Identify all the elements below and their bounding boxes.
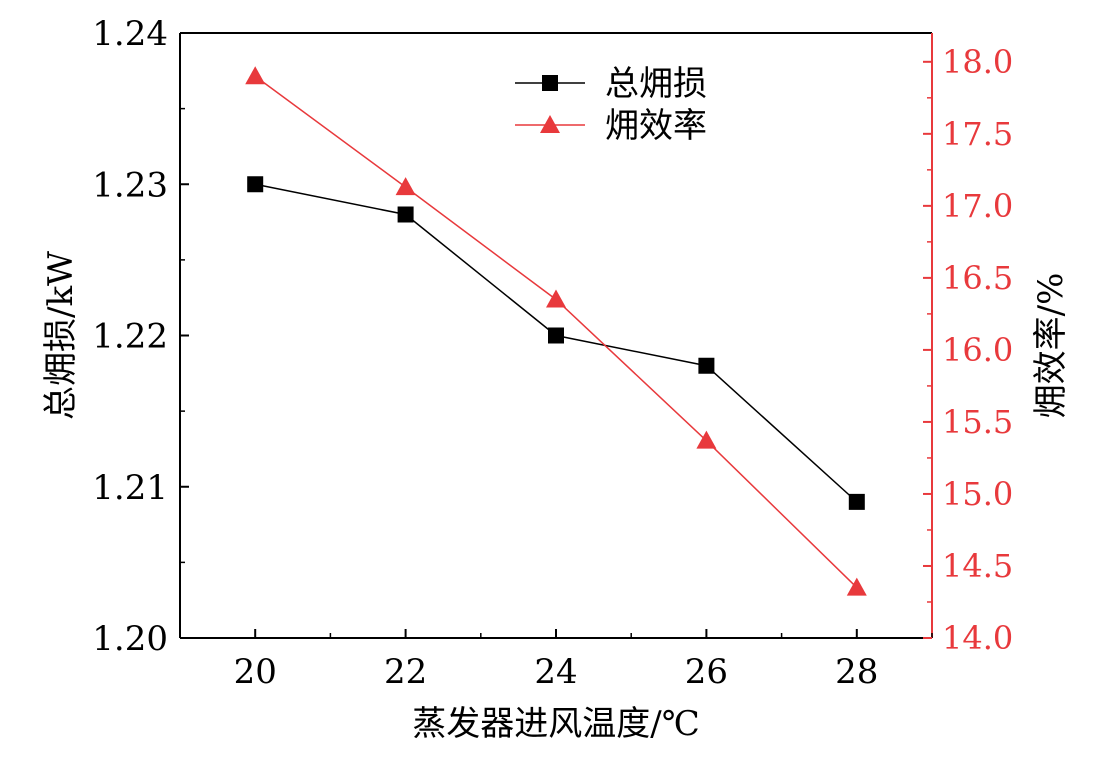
data-point-square: [848, 493, 865, 510]
x-tick-label: 22: [384, 652, 427, 692]
legend-label-2: 㶲效率: [605, 106, 707, 146]
data-point-square: [247, 176, 264, 193]
x-tick-label: 28: [835, 652, 878, 692]
data-point-triangle: [245, 66, 266, 85]
y-tick-label: 1.21: [92, 468, 168, 508]
x-axis-title: 蒸发器进风温度/℃: [412, 704, 700, 744]
y2-axis-title: 㶲效率/%: [1031, 273, 1071, 419]
y-tick-label: 1.20: [92, 619, 168, 659]
data-point-triangle: [846, 577, 867, 596]
legend-marker-triangle: [540, 115, 560, 133]
y2-tick-label: 15.5: [942, 403, 1013, 441]
data-point-square: [698, 357, 715, 374]
data-point-square: [397, 206, 414, 223]
y-tick-label: 1.24: [92, 14, 168, 54]
y2-tick-label: 14.5: [942, 547, 1013, 585]
y2-tick-label: 14.0: [942, 619, 1013, 657]
series-layer: [245, 66, 867, 596]
x-tick-label: 26: [685, 652, 728, 692]
y2-tick-label: 17.5: [942, 115, 1013, 153]
data-point-triangle: [696, 430, 717, 449]
y-tick-label: 1.22: [92, 317, 168, 357]
y-tick-label: 1.23: [92, 165, 168, 205]
y2-tick-label: 16.0: [942, 331, 1013, 369]
y2-tick-label: 16.5: [942, 259, 1013, 297]
data-point-triangle: [546, 289, 566, 308]
data-point-triangle: [395, 177, 416, 196]
y2-tick-label: 18.0: [942, 43, 1013, 81]
x-tick-label: 24: [534, 652, 577, 692]
axes-layer: 1.20 1.21 1.22 1.23 1.24 20 22 24 26 28 14.0 14.5 15…: [92, 14, 1013, 692]
y-axis-title: 总㶲损/kW: [41, 251, 81, 420]
legend-marker-square: [542, 75, 558, 91]
x-tick-label: 20: [234, 652, 277, 692]
y2-tick-label: 17.0: [942, 187, 1013, 225]
data-point-square: [548, 327, 564, 344]
y2-tick-label: 15.0: [942, 475, 1013, 513]
legend-label-1: 总㶲损: [605, 64, 707, 104]
